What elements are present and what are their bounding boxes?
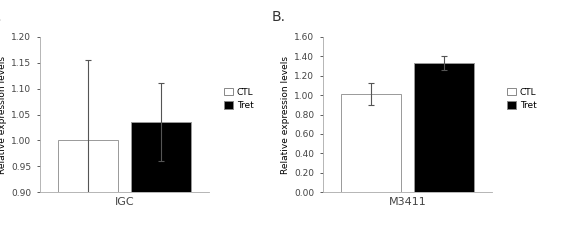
Text: B.: B. bbox=[272, 10, 286, 24]
Bar bbox=[414, 63, 474, 192]
Y-axis label: Relative expression levels: Relative expression levels bbox=[281, 55, 290, 174]
Legend: CTL, Tret: CTL, Tret bbox=[222, 86, 255, 112]
Bar bbox=[131, 122, 191, 229]
Text: A.: A. bbox=[0, 10, 2, 24]
Legend: CTL, Tret: CTL, Tret bbox=[505, 86, 538, 112]
Bar bbox=[341, 94, 401, 192]
Bar bbox=[58, 140, 118, 229]
Y-axis label: Relative expression levels: Relative expression levels bbox=[0, 55, 7, 174]
